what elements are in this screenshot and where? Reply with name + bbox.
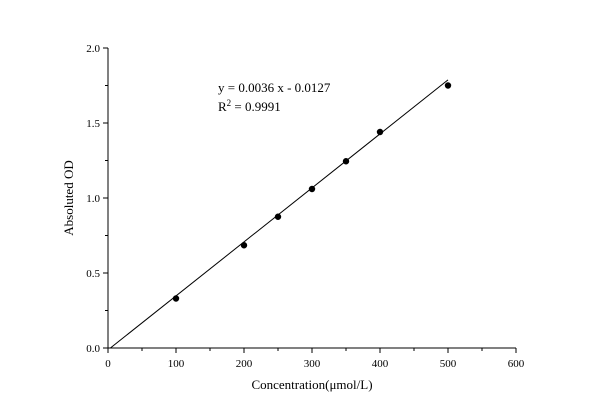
data-point-350: [342, 158, 350, 165]
r-squared-symbol: R: [218, 99, 227, 114]
data-point-400: [376, 128, 384, 136]
y-ticks: 0.0 0.5 1.0 1.5 2.0: [86, 43, 108, 355]
y-tick-label-0: 0.0: [86, 343, 100, 355]
r-squared-value: = 0.9991: [231, 99, 281, 114]
x-tick-label-500: 500: [440, 358, 457, 370]
x-tick-label-600: 600: [508, 358, 525, 370]
data-point-100: [172, 295, 180, 302]
r-squared-label: R2 = 0.9991: [218, 98, 281, 114]
x-tick-label-300: 300: [304, 358, 321, 370]
fit-equation-label: y = 0.0036 x - 0.0127: [218, 80, 331, 95]
y-axis-title: Absoluted OD: [61, 160, 76, 235]
data-point-250: [274, 213, 282, 220]
data-point-200: [240, 242, 248, 249]
x-axis-title: Concentration(μmol/L): [251, 377, 372, 392]
x-ticks: 0 100 200 300 400 500 600: [105, 348, 525, 370]
r-squared-superscript: 2: [227, 98, 232, 108]
y-tick-label-4: 2.0: [86, 43, 100, 55]
data-point-300: [308, 185, 316, 193]
x-tick-label-0: 0: [105, 358, 111, 370]
x-tick-label-200: 200: [236, 358, 253, 370]
x-tick-label-400: 400: [372, 358, 389, 370]
data-points: [172, 82, 452, 302]
y-tick-label-3: 1.5: [86, 118, 100, 130]
data-point-500: [444, 82, 452, 89]
x-tick-label-100: 100: [168, 358, 185, 370]
y-tick-label-2: 1.0: [86, 193, 100, 205]
y-tick-label-1: 0.5: [86, 268, 100, 280]
